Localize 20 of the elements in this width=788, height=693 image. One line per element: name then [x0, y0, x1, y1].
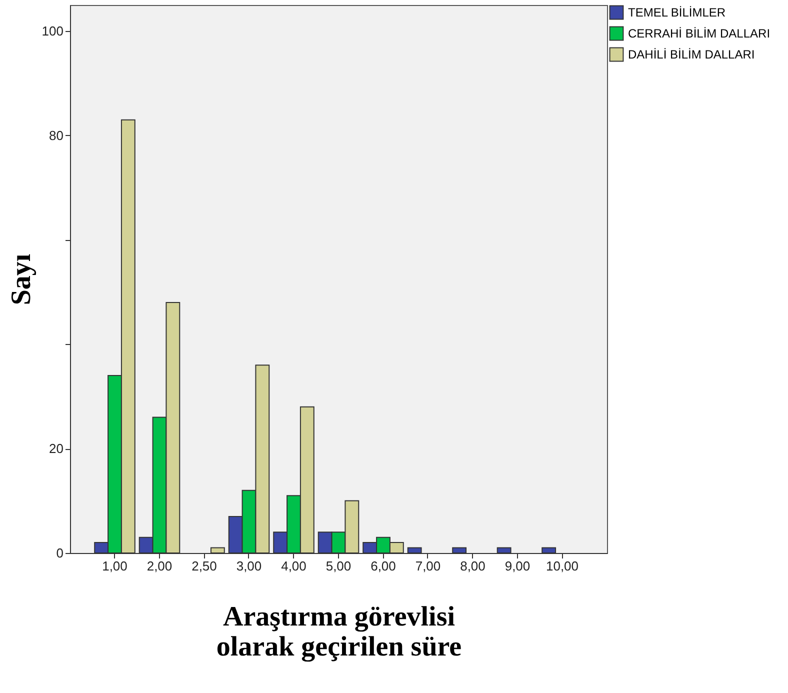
x-tick-label: 3,00: [236, 558, 262, 574]
y-tick-label: 20: [49, 441, 64, 456]
x-tick-label: 1,00: [102, 558, 128, 574]
x-tick-label: 9,00: [504, 558, 530, 574]
y-tick-label: 100: [42, 24, 64, 39]
x-tick-label: 4,00: [281, 558, 306, 574]
x-tick-label: 2,00: [146, 558, 172, 574]
legend-label: CERRAHİ BİLİM DALLARI: [628, 26, 770, 40]
x-tick-label: 2,50: [192, 558, 217, 574]
y-axis-title: Sayı: [6, 254, 37, 306]
y-tick-label: 80: [49, 128, 64, 143]
legend-label: TEMEL BİLİMLER: [628, 6, 726, 20]
x-tick-label: 5,00: [326, 558, 352, 574]
x-axis-title: Araştırma görevlisi olarak geçirilen süre: [216, 602, 462, 662]
legend-label: DAHİLİ BİLİM DALLARI: [628, 48, 755, 62]
x-tick-label: 7,00: [415, 558, 441, 574]
y-tick-label: 0: [56, 546, 64, 560]
x-tick-label: 6,00: [370, 558, 396, 574]
x-tick-label: 8,00: [460, 558, 486, 574]
x-tick-label: 10,00: [546, 558, 579, 574]
